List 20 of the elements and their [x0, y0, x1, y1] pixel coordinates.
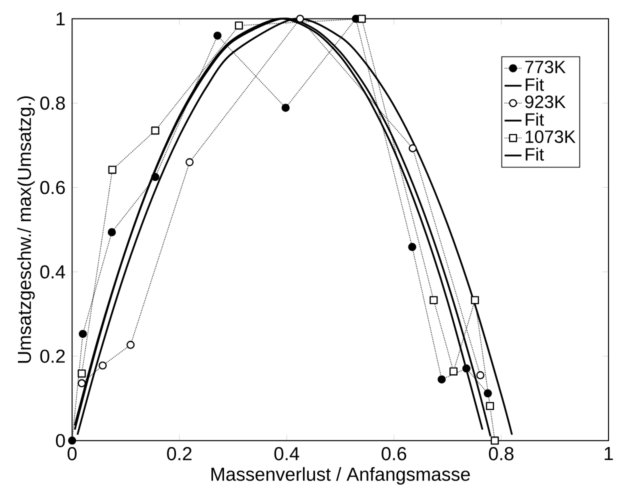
- x-axis-title: Massenverlust / Anfangsmasse: [211, 467, 470, 485]
- y-tick-label: 0.6: [40, 180, 65, 194]
- legend-label: 1073K: [526, 130, 576, 144]
- y-axis-title: Umsatzgeschw./ max(Umsatzg.): [17, 96, 35, 363]
- legend-label: Fit: [526, 112, 544, 126]
- x-tick-label: 0.2: [167, 447, 192, 460]
- x-tick-label: 0: [68, 447, 77, 460]
- y-tick-label: 0.4: [40, 265, 66, 279]
- legend-label: 773K: [525, 60, 566, 74]
- legend-label: Fit: [526, 78, 544, 91]
- y-tick-label: 0: [56, 434, 65, 448]
- y-tick-label: 1: [56, 12, 65, 26]
- y-tick-label: 0.8: [40, 96, 65, 110]
- y-tick-label: 0.2: [40, 350, 65, 363]
- legend-label: Fit: [526, 148, 544, 161]
- x-tick-label: 0.4: [274, 447, 300, 460]
- x-tick-label: 1: [604, 447, 613, 460]
- x-tick-label: 0.6: [382, 447, 406, 460]
- x-tick-label: 0.8: [488, 447, 514, 460]
- legend-label: 923K: [525, 96, 566, 108]
